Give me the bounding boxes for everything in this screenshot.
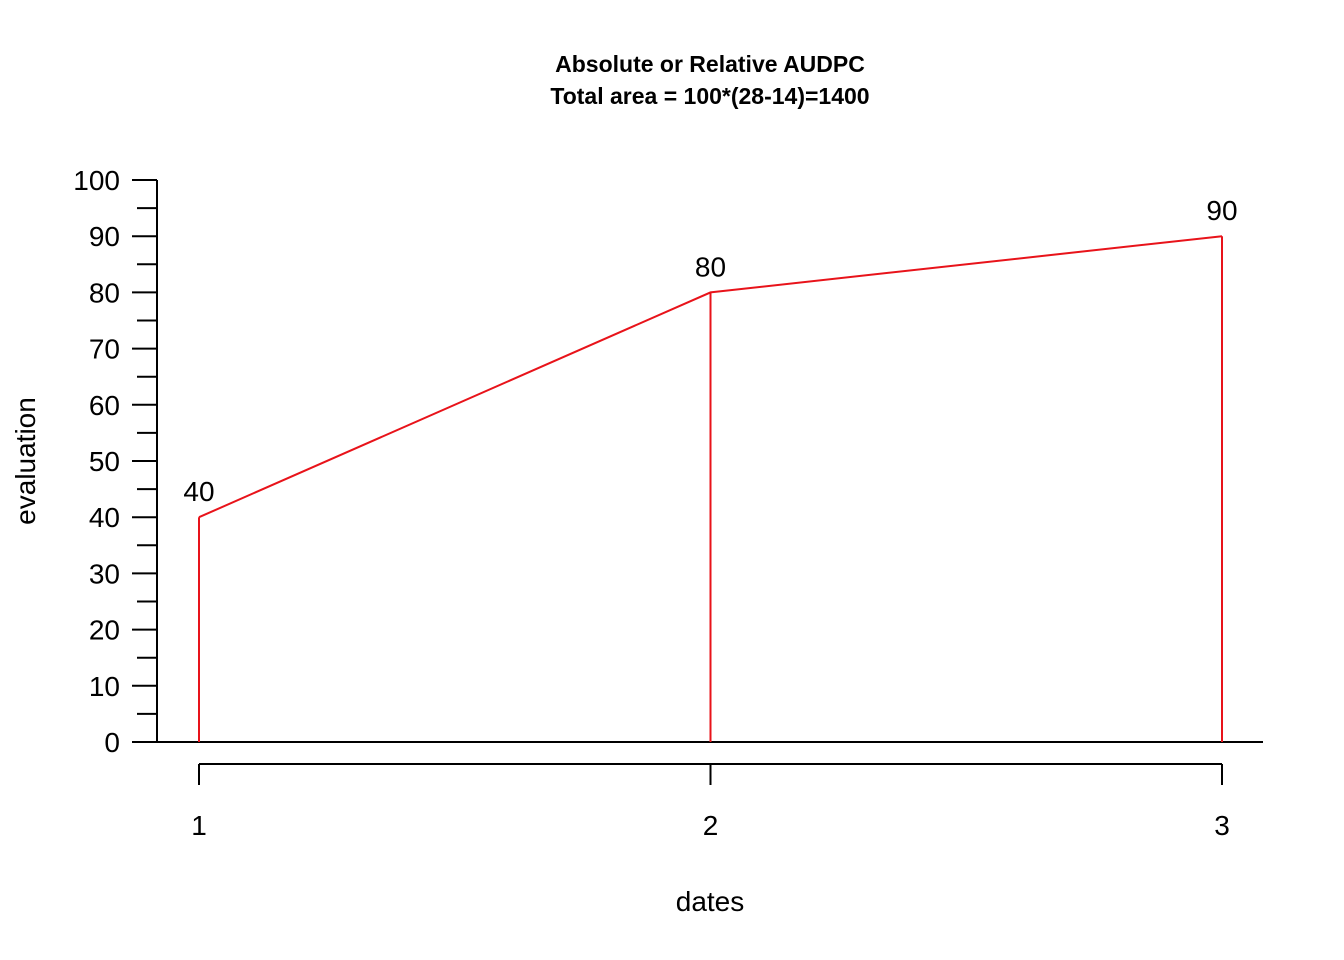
y-tick-label: 80 xyxy=(89,277,120,308)
series-line xyxy=(198,235,1223,519)
x-tick-label: 3 xyxy=(1214,810,1230,841)
x-tick-label: 1 xyxy=(191,810,207,841)
y-axis-title: evaluation xyxy=(10,397,41,525)
data-label: 40 xyxy=(183,476,214,507)
evaluation-series xyxy=(198,235,1223,742)
y-tick-label: 60 xyxy=(89,390,120,421)
y-tick-label: 0 xyxy=(104,727,120,758)
y-tick-label: 20 xyxy=(89,615,120,646)
y-tick-label: 90 xyxy=(89,221,120,252)
x-tick-label: 2 xyxy=(703,810,719,841)
x-axis: 1 2 3 xyxy=(191,763,1230,841)
y-tick-label: 70 xyxy=(89,334,120,365)
y-tick-label: 40 xyxy=(89,502,120,533)
data-label: 80 xyxy=(695,251,726,282)
y-tick-label: 50 xyxy=(89,446,120,477)
x-axis-title: dates xyxy=(676,886,745,917)
y-tick-label: 10 xyxy=(89,671,120,702)
y-axis: 0 10 20 30 40 50 60 70 80 90 100 xyxy=(73,165,1263,758)
data-labels: 40 80 90 xyxy=(183,195,1237,507)
chart-subtitle: Total area = 100*(28-14)=1400 xyxy=(550,83,869,109)
y-tick-label: 100 xyxy=(73,165,120,196)
y-tick-label: 30 xyxy=(89,558,120,589)
chart-title: Absolute or Relative AUDPC xyxy=(555,51,865,77)
data-label: 90 xyxy=(1206,195,1237,226)
